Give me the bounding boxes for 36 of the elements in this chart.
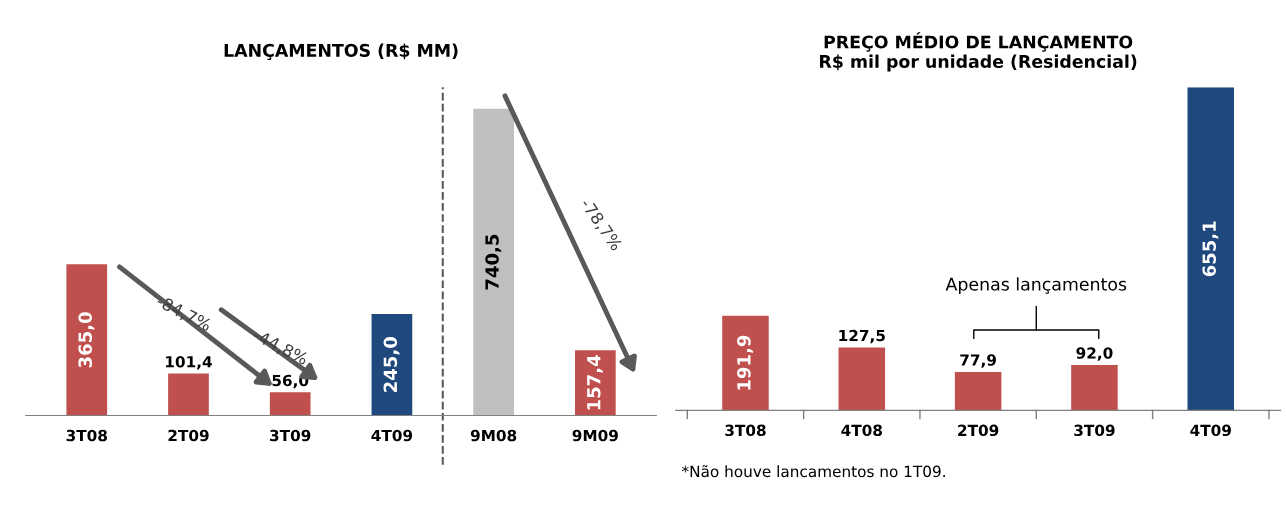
data-label: 92,0 xyxy=(1076,347,1113,361)
data-label: 655,1 xyxy=(1202,221,1219,277)
chart-title: LANÇAMENTOS (R$ MM) xyxy=(224,43,458,61)
bar xyxy=(473,108,514,416)
chart-subtitle: R$ mil por unidade (Residencial) xyxy=(820,54,1137,72)
x-tick-label: 9M08 xyxy=(470,429,517,442)
annotation: Apenas lançamentos xyxy=(945,277,1127,295)
bar xyxy=(371,314,413,416)
x-tick-label: 3T08 xyxy=(66,429,107,442)
bar xyxy=(66,264,108,416)
bar xyxy=(269,392,311,416)
data-label: 101,4 xyxy=(166,355,212,370)
x-tick-label: 3T09 xyxy=(1074,424,1115,437)
x-tick-label: 4T08 xyxy=(841,424,882,437)
data-label: 77,9 xyxy=(960,354,996,368)
x-tick-label: 2T09 xyxy=(168,429,209,442)
x-tick-label: 3T08 xyxy=(725,424,766,437)
text: *Não houve lancamentos no 1T09. xyxy=(681,465,945,478)
chart-title: PREÇO MÉDIO DE LANÇAMENTO xyxy=(824,32,1133,52)
x-tick-label: 4T09 xyxy=(1190,424,1231,437)
data-label: 127,5 xyxy=(839,329,885,344)
bar xyxy=(1071,365,1118,411)
bar xyxy=(838,347,886,411)
data-label: 245,0 xyxy=(383,337,400,392)
data-label: 157,4 xyxy=(587,355,603,410)
data-label: 365,0 xyxy=(78,312,95,368)
bar xyxy=(722,315,769,411)
data-label: 740,5 xyxy=(485,234,502,290)
bar xyxy=(1187,87,1235,411)
x-tick-label: 4T09 xyxy=(371,429,413,442)
bar xyxy=(168,373,209,416)
data-label: 191,9 xyxy=(737,335,754,390)
x-tick-label: 3T09 xyxy=(270,429,311,442)
x-tick-label: 2T09 xyxy=(958,424,999,437)
bar xyxy=(954,371,1002,411)
x-tick-label: 9M09 xyxy=(572,429,618,442)
